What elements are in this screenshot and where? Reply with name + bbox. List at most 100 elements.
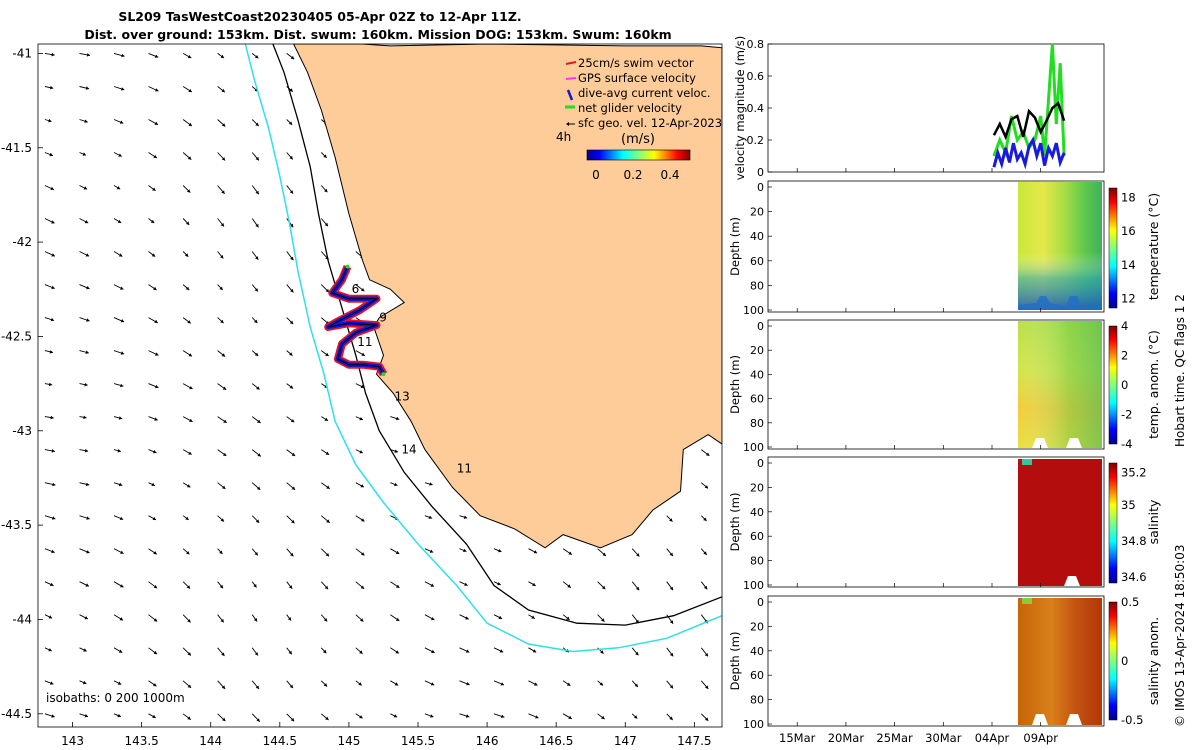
temperature-deep-layer xyxy=(1018,182,1102,310)
map-y-tick-label: -44 xyxy=(12,612,32,626)
geo-velocity-arrow xyxy=(390,548,400,555)
geo-velocity-arrow xyxy=(251,614,258,622)
geo-velocity-arrow xyxy=(148,482,156,487)
geo-velocity-arrow xyxy=(631,680,639,688)
geo-velocity-arrow xyxy=(459,581,468,586)
geo-velocity-arrow xyxy=(493,548,502,553)
colorbar-tick-0: 0 xyxy=(592,168,600,182)
map-x-tick-label: 144 xyxy=(199,734,222,748)
geo-velocity-arrow xyxy=(217,152,226,161)
geo-velocity-arrow xyxy=(148,86,159,92)
colorbar-label: salinity xyxy=(1146,499,1161,544)
geo-velocity-arrow xyxy=(113,482,123,487)
map-x-tick-label: 145 xyxy=(337,734,360,748)
geo-velocity-arrow xyxy=(113,52,125,58)
geo-velocity-arrow xyxy=(182,317,192,324)
geo-velocity-arrow xyxy=(320,647,327,654)
geo-velocity-arrow xyxy=(631,713,638,719)
geo-velocity-arrow xyxy=(217,614,225,623)
geo-velocity-arrow xyxy=(217,548,223,555)
geo-velocity-arrow xyxy=(355,350,366,357)
map-y-tick-label: -42.5 xyxy=(1,329,32,343)
geo-velocity-arrow xyxy=(148,152,158,159)
geo-velocity-arrow xyxy=(424,482,433,486)
geo-velocity-arrow xyxy=(44,515,56,520)
geo-velocity-arrow xyxy=(320,614,328,622)
geo-velocity-arrow xyxy=(562,713,573,720)
geo-velocity-arrow xyxy=(217,416,227,424)
time-tick-label: 09Apr xyxy=(1023,731,1058,745)
geo-velocity-arrow xyxy=(148,52,159,58)
geo-velocity-arrow xyxy=(631,581,640,591)
depth-tick: 0 xyxy=(757,320,764,333)
geo-velocity-arrow xyxy=(182,53,192,59)
geo-velocity-arrow xyxy=(113,548,124,555)
geo-velocity-arrow xyxy=(182,383,193,390)
map-x-tick-label: 144.5 xyxy=(263,734,297,748)
geo-velocity-arrow xyxy=(251,350,259,357)
geo-velocity-arrow xyxy=(251,515,260,524)
geo-velocity-arrow xyxy=(79,614,89,620)
colorbar-tick: 14 xyxy=(1121,258,1136,272)
map-x-tick-label: 147.5 xyxy=(677,734,711,748)
salinity-panel xyxy=(767,456,1118,588)
map-y-tick-label: -41.5 xyxy=(1,141,32,155)
geo-velocity-arrow xyxy=(286,86,294,92)
geo-velocity-arrow xyxy=(562,581,572,588)
geo-velocity-arrow xyxy=(148,218,155,224)
geo-velocity-arrow xyxy=(44,85,54,90)
geo-velocity-arrow xyxy=(217,317,224,324)
geo-velocity-arrow xyxy=(320,218,329,227)
map-x-tick-label: 146.5 xyxy=(539,734,573,748)
geo-velocity-arrow xyxy=(44,548,55,554)
depth-ylabel: Depth (m) xyxy=(728,632,742,691)
geo-velocity-arrow xyxy=(528,647,537,653)
geo-velocity-arrow xyxy=(79,284,90,290)
salinity-anomaly-panel xyxy=(767,595,1118,727)
temp-anomaly-overlay xyxy=(1018,321,1102,448)
depth-tick: 20 xyxy=(750,206,764,219)
geo-velocity-arrow xyxy=(182,515,189,521)
day-label: 11 xyxy=(457,461,472,475)
geo-velocity-arrow xyxy=(44,185,55,191)
geo-velocity-arrow xyxy=(217,482,226,490)
geo-velocity-arrow xyxy=(113,449,122,453)
geo-velocity-arrow xyxy=(113,317,125,323)
geo-velocity-arrow xyxy=(320,581,329,590)
map-x-axis: 143 143.5 144 144.5 145 145.5 146 146.5 147 147.5 xyxy=(61,722,712,748)
geo-velocity-arrow xyxy=(424,581,435,587)
geo-velocity-arrow xyxy=(320,548,330,557)
geo-velocity-arrow xyxy=(424,647,435,654)
geo-velocity-arrow xyxy=(217,86,226,93)
geo-velocity-arrow xyxy=(286,152,294,160)
depth-tick: 40 xyxy=(750,645,764,658)
geo-velocity-arrow xyxy=(44,317,55,322)
day-labels: 6 9 11 13 14 11 xyxy=(352,282,472,475)
geo-velocity-arrow xyxy=(44,350,54,354)
geo-velocity-arrow xyxy=(390,482,398,487)
geo-velocity-arrow xyxy=(251,119,260,127)
geo-velocity-arrow xyxy=(251,284,259,292)
day-label: 11 xyxy=(357,335,372,349)
geo-velocity-arrow xyxy=(113,218,122,224)
time-x-axis: 15Mar 20Mar 25Mar 30Mar 04Apr 09Apr xyxy=(779,168,1058,745)
geo-velocity-arrow xyxy=(390,581,400,589)
geo-velocity-arrow xyxy=(286,515,295,524)
depth-tick: 20 xyxy=(750,344,764,357)
geo-velocity-arrow xyxy=(286,119,293,126)
time-tick-label: 04Apr xyxy=(975,731,1010,745)
depth-tick: 100 xyxy=(743,304,764,317)
temp-anomaly-panel xyxy=(767,319,1118,450)
salinity-anomaly-field xyxy=(1018,598,1102,725)
geo-velocity-arrow xyxy=(320,185,328,193)
geo-velocity-arrow xyxy=(286,284,294,293)
geo-velocity-arrow xyxy=(251,251,259,260)
geo-velocity-arrow xyxy=(700,647,709,657)
depth-tick: 100 xyxy=(743,441,764,454)
geo-velocity-arrow xyxy=(44,284,55,290)
geo-velocity-arrow xyxy=(320,680,328,687)
geo-velocity-arrow xyxy=(113,383,124,388)
geo-velocity-arrow xyxy=(251,317,258,324)
